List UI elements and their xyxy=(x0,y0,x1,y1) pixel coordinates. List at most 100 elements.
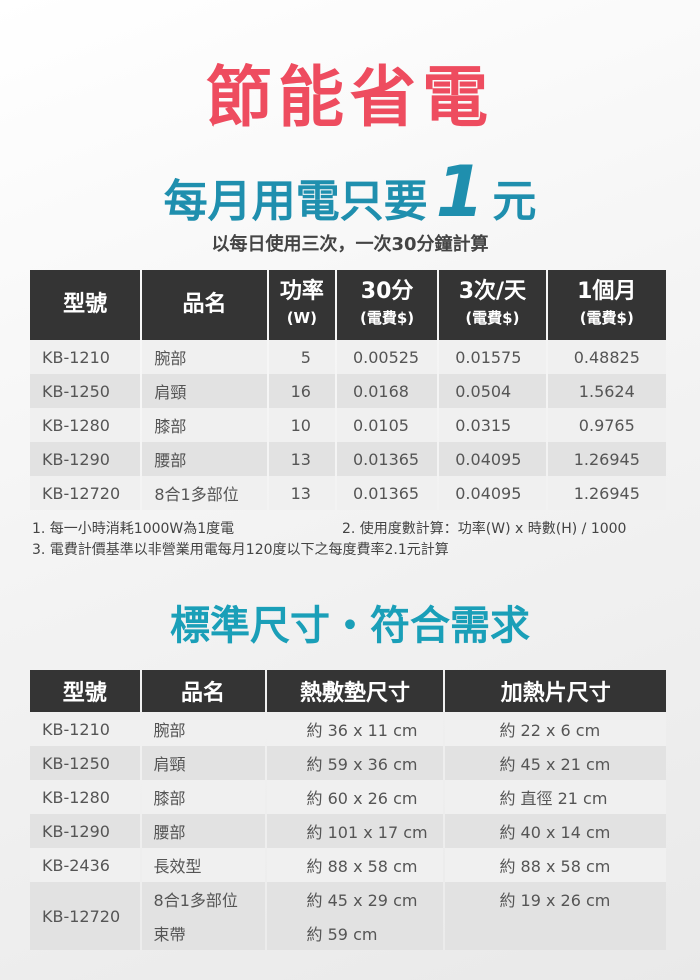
table-row: KB-12720 8合1多部位 13 0.01365 0.04095 1.26945 xyxy=(30,476,666,510)
header-label: 功率 xyxy=(279,279,324,304)
table-cell: 8合1多部位 xyxy=(141,882,265,916)
table-cell: KB-1210 xyxy=(30,712,140,746)
table-row: KB-12720 8合1多部位約 45 x 29 cm 約 19 x 26 cm xyxy=(30,882,666,950)
table-cell: 0.00525 xyxy=(336,340,438,374)
table-cell: 16 xyxy=(268,374,335,408)
header-label: 30分 xyxy=(360,279,414,304)
table-header: 品名 xyxy=(142,270,267,340)
table-header: 1個月 (電費$) xyxy=(547,270,666,340)
table-cell: 束帶 xyxy=(141,916,265,950)
table-cell: 1.26945 xyxy=(547,442,666,476)
table-row: KB-2436 長效型約 88 x 58 cm 約 88 x 58 cm xyxy=(30,848,666,882)
table-cell: KB-12720 xyxy=(30,476,141,510)
table-cell: 長效型 xyxy=(141,848,265,882)
table-header: 30分 (電費$) xyxy=(336,270,438,340)
table-cell: 1.26945 xyxy=(547,476,666,510)
header-unit: (電費$) xyxy=(465,309,520,327)
table-cell: 腰部 xyxy=(142,442,267,476)
table-cell: 0.01575 xyxy=(439,340,546,374)
table-cell: 約 59 cm xyxy=(266,916,444,950)
table-cell: 0.01365 xyxy=(336,476,438,510)
table-cell: 5 xyxy=(268,340,335,374)
table-cell: 膝部 xyxy=(141,780,265,814)
table-cell: 腰部 xyxy=(141,814,265,848)
table-cell: 8合1多部位 xyxy=(142,476,267,510)
table-cell: 約 直徑 21 cm xyxy=(445,780,666,814)
header-label: 3次/天 xyxy=(458,279,527,304)
table-row: KB-1290 腰部 13 0.01365 0.04095 1.26945 xyxy=(30,442,666,476)
table-cell: 0.9765 xyxy=(547,408,666,442)
note-3: 3. 電費計價基準以非營業用電每月120度以下之每度費率2.1元計算 xyxy=(32,542,449,558)
table-cell: 0.01365 xyxy=(336,442,438,476)
table-cell: KB-1250 xyxy=(30,374,141,408)
table-cell: KB-1280 xyxy=(30,780,140,814)
table-cell: KB-1250 xyxy=(30,746,140,780)
table-cell: KB-1210 xyxy=(30,340,141,374)
table-cell: 約 36 x 11 cm xyxy=(266,712,444,746)
table-header: 加熱片尺寸 xyxy=(445,670,666,712)
table-row: KB-1210 腕部 5 0.00525 0.01575 0.48825 xyxy=(30,340,666,374)
header-unit: (W) xyxy=(286,309,317,327)
header-label: 品名 xyxy=(182,292,227,317)
subtitle-suffix: 元 xyxy=(492,176,537,227)
size-table: 型號 品名 熱敷墊尺寸 加熱片尺寸 KB-1210 腕部約 36 x 11 cm 約 22 … xyxy=(28,670,668,950)
table-cell: 0.0105 xyxy=(336,408,438,442)
subtitle: 每月用電只要 1 元 xyxy=(0,157,700,232)
table-cell: 0.0168 xyxy=(336,374,438,408)
table-cell: 約 101 x 17 cm xyxy=(266,814,444,848)
note-2: 2. 使用度數計算：功率(W) x 時數(H) / 1000 xyxy=(342,521,627,537)
table-cell: KB-12720 xyxy=(30,882,140,950)
table-cell: 腕部 xyxy=(142,340,267,374)
table-cell: 約 22 x 6 cm xyxy=(445,712,666,746)
table-cell: 0.48825 xyxy=(547,340,666,374)
table-cell: 13 xyxy=(268,476,335,510)
table-cell: 約 88 x 58 cm xyxy=(445,848,666,882)
table-row: KB-1280 膝部約 60 x 26 cm 約 直徑 21 cm xyxy=(30,780,666,814)
header-unit: (電費$) xyxy=(579,309,634,327)
table-cell: 腕部 xyxy=(141,712,265,746)
table-cell: 約 45 x 21 cm xyxy=(445,746,666,780)
table-cell: 約 45 x 29 cm xyxy=(266,882,444,916)
table-cell: 膝部 xyxy=(142,408,267,442)
section-title: 標準尺寸・符合需求 xyxy=(170,603,530,649)
table-cell: 1.5624 xyxy=(547,374,666,408)
header-unit: (電費$) xyxy=(360,309,415,327)
table-header: 熱敷墊尺寸 xyxy=(266,670,444,712)
header-label: 1個月 xyxy=(577,279,637,304)
calc-basis: 以每日使用三次，一次30分鐘計算 xyxy=(211,234,489,255)
table-cell: 約 60 x 26 cm xyxy=(266,780,444,814)
table-cell: 13 xyxy=(268,442,335,476)
table-cell: KB-1290 xyxy=(30,442,141,476)
table-cell: 肩頸 xyxy=(142,374,267,408)
table-row: KB-1210 腕部約 36 x 11 cm 約 22 x 6 cm xyxy=(30,712,666,746)
page-title: 節能省電 xyxy=(206,59,494,136)
table-cell: KB-2436 xyxy=(30,848,140,882)
table-cell: 10 xyxy=(268,408,335,442)
table-cell: 肩頸 xyxy=(141,746,265,780)
table-header: 功率 (W) xyxy=(268,270,335,340)
table-cell: 0.0504 xyxy=(439,374,546,408)
table-cell: 0.04095 xyxy=(439,476,546,510)
table-header: 3次/天 (電費$) xyxy=(439,270,546,340)
subtitle-prefix: 每月用電只要 xyxy=(163,176,428,227)
table-row: KB-1250 肩頸約 59 x 36 cm 約 45 x 21 cm xyxy=(30,746,666,780)
table-cell: 約 19 x 26 cm xyxy=(445,882,666,916)
table-row: 束帶約 59 cm xyxy=(30,916,666,950)
note-1: 1. 每一小時消耗1000W為1度電 xyxy=(32,521,235,537)
table-cell: KB-1290 xyxy=(30,814,140,848)
table-row: KB-1280 膝部 10 0.0105 0.0315 0.9765 xyxy=(30,408,666,442)
power-cost-table: 型號 品名 功率 (W) 30分 (電費$) 3次/天 (電費$) 1個月 (電費$) KB-121… xyxy=(28,270,668,510)
table-cell: 約 59 x 36 cm xyxy=(266,746,444,780)
table-row: KB-1250 肩頸 16 0.0168 0.0504 1.5624 xyxy=(30,374,666,408)
table-cell: 0.0315 xyxy=(439,408,546,442)
table-header: 型號 xyxy=(30,670,140,712)
table-row: KB-1290 腰部約 101 x 17 cm 約 40 x 14 cm xyxy=(30,814,666,848)
header-label: 型號 xyxy=(63,292,108,317)
table-cell: 0.04095 xyxy=(439,442,546,476)
table-cell: 約 88 x 58 cm xyxy=(266,848,444,882)
table-header: 型號 xyxy=(30,270,141,340)
table-cell xyxy=(445,916,666,950)
table-header: 品名 xyxy=(141,670,265,712)
subtitle-number: 1 xyxy=(435,151,485,233)
table-cell: KB-1280 xyxy=(30,408,141,442)
